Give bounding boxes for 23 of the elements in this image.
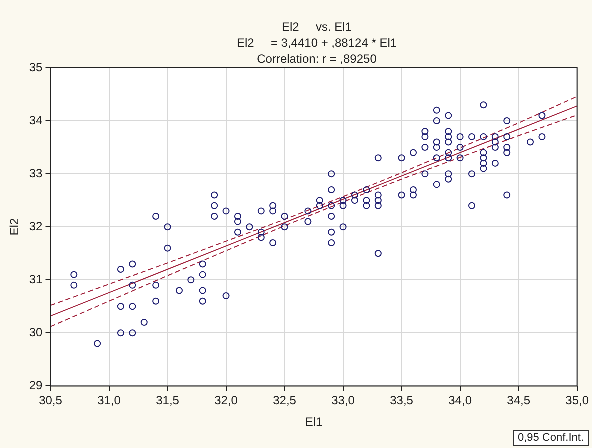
x-tick-label: 34,0 [448, 394, 472, 408]
y-tick-label: 33 [29, 166, 44, 180]
y-tick-label: 31 [29, 272, 44, 286]
y-tick-label: 34 [29, 113, 44, 128]
text: 0,95 Conf.Int. [512, 430, 589, 446]
x-tick-label: 33,5 [390, 394, 414, 408]
x-tick-label: 32,0 [214, 394, 238, 408]
y-axis-title: El2 [8, 218, 22, 236]
y-tick-label: 32 [29, 219, 44, 234]
x-axis-title: El1 [305, 415, 324, 430]
x-tick-label: 33,0 [332, 394, 356, 408]
x-tick-label: 31,0 [98, 394, 122, 408]
x-tick-label: 32,5 [273, 394, 297, 408]
x-tick-label: 35,0 [566, 394, 590, 408]
x-tick-label: 30,5 [39, 394, 63, 408]
y-tick-label: 30 [29, 325, 44, 340]
chart-subtitle: El2 = 3,4410 + ,88124 * El1 [236, 36, 398, 50]
chart-title: El2 vs. El1 [280, 20, 354, 34]
y-tick-label: 29 [29, 378, 44, 393]
text: Correlation: r = ,89250 [256, 52, 378, 66]
x-tick-label: 34,5 [507, 394, 531, 408]
y-tick-label: 35 [29, 60, 44, 74]
x-tick-label: 31,5 [156, 394, 180, 408]
